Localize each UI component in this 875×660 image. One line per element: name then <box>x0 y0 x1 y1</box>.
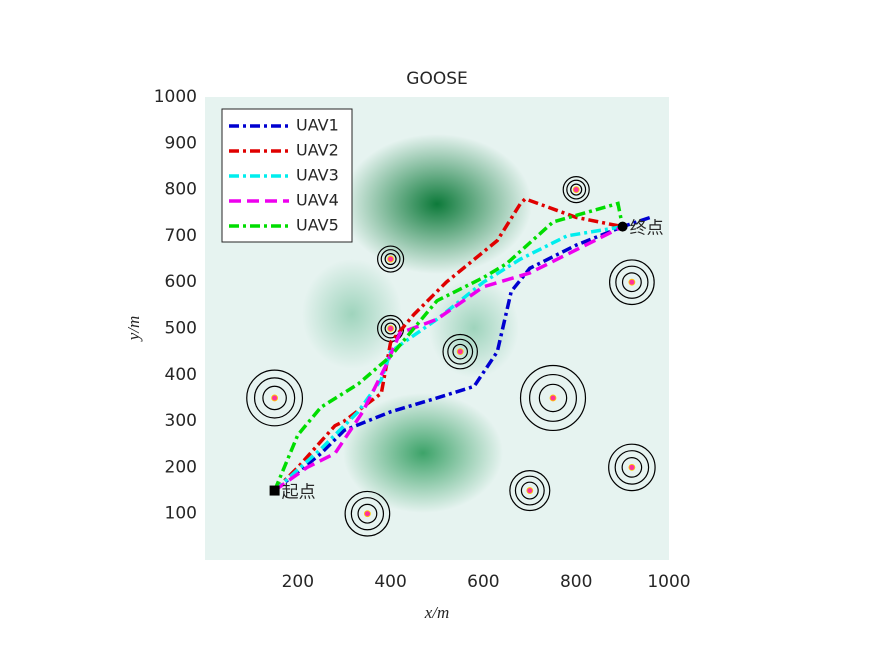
start-marker <box>269 485 280 496</box>
threat-center <box>456 348 464 356</box>
y-tick-label: 500 <box>165 319 197 339</box>
threat-ring <box>529 373 577 422</box>
threat-ring <box>447 338 474 365</box>
threat-ring <box>615 265 649 299</box>
y-axis-label: y/m <box>124 316 143 343</box>
x-tick-label: 800 <box>560 572 592 592</box>
threat-ring <box>509 469 551 512</box>
threat-ring <box>246 369 304 427</box>
threat-ring <box>253 377 296 419</box>
threat-ring <box>609 259 655 306</box>
threat-ring <box>350 497 385 531</box>
annotation: 终点 <box>630 219 664 239</box>
legend-label: UAV4 <box>296 191 339 210</box>
x-axis-label: x/m <box>424 603 450 622</box>
threat-ring <box>344 490 391 537</box>
legend-label: UAV5 <box>296 216 339 235</box>
series-line <box>272 201 625 492</box>
x-tick-label: 1000 <box>647 572 690 592</box>
threat-ring <box>357 503 378 524</box>
legend-label: UAV2 <box>296 141 339 160</box>
threat-ring <box>442 333 478 370</box>
chart-title: GOOSE <box>406 69 467 89</box>
series-line <box>273 224 623 492</box>
threat-ring <box>384 252 397 266</box>
threat-center <box>628 463 636 471</box>
y-tick-label: 400 <box>165 365 197 385</box>
threat-center <box>271 394 279 402</box>
legend-label: UAV1 <box>296 116 339 135</box>
threat-center <box>549 394 557 402</box>
threat-center <box>628 278 636 286</box>
y-tick-label: 800 <box>165 180 197 200</box>
series-line <box>273 225 624 492</box>
threat-ring <box>384 322 397 335</box>
threat-center <box>363 510 371 518</box>
threat-ring <box>380 249 401 270</box>
threat-center <box>387 255 395 263</box>
end-marker <box>617 221 628 232</box>
x-tick-label: 200 <box>282 572 314 592</box>
threat-ring <box>519 364 587 432</box>
y-tick-label: 700 <box>165 226 197 246</box>
threat-ring <box>608 443 656 492</box>
terrain <box>205 97 669 560</box>
threat-ring <box>562 176 590 204</box>
y-tick-label: 900 <box>165 133 197 153</box>
threat-ring <box>377 245 405 273</box>
threat-ring <box>621 272 642 293</box>
threat-ring <box>520 481 539 500</box>
y-tick-label: 100 <box>165 504 197 524</box>
y-tick-label: 600 <box>165 272 197 292</box>
threat-center <box>526 487 534 494</box>
threat-ring <box>262 385 287 411</box>
legend-label: UAV3 <box>296 166 339 185</box>
series-line <box>273 196 623 492</box>
y-tick-label: 200 <box>165 457 197 477</box>
y-tick-label: 1000 <box>154 87 197 107</box>
x-tick-label: 400 <box>374 572 406 592</box>
threat-ring <box>614 450 650 485</box>
threat-ring <box>538 383 568 413</box>
y-tick-label: 300 <box>165 411 197 431</box>
x-tick-label: 600 <box>467 572 499 592</box>
threat-ring <box>514 475 545 506</box>
threat-ring <box>566 179 587 200</box>
threat-center <box>572 186 580 194</box>
series-line <box>273 215 651 492</box>
threat-center <box>387 325 395 332</box>
threat-ring <box>621 457 643 478</box>
threat-ring <box>452 343 469 360</box>
annotation: 起点 <box>282 483 316 503</box>
threat-ring <box>570 183 583 196</box>
